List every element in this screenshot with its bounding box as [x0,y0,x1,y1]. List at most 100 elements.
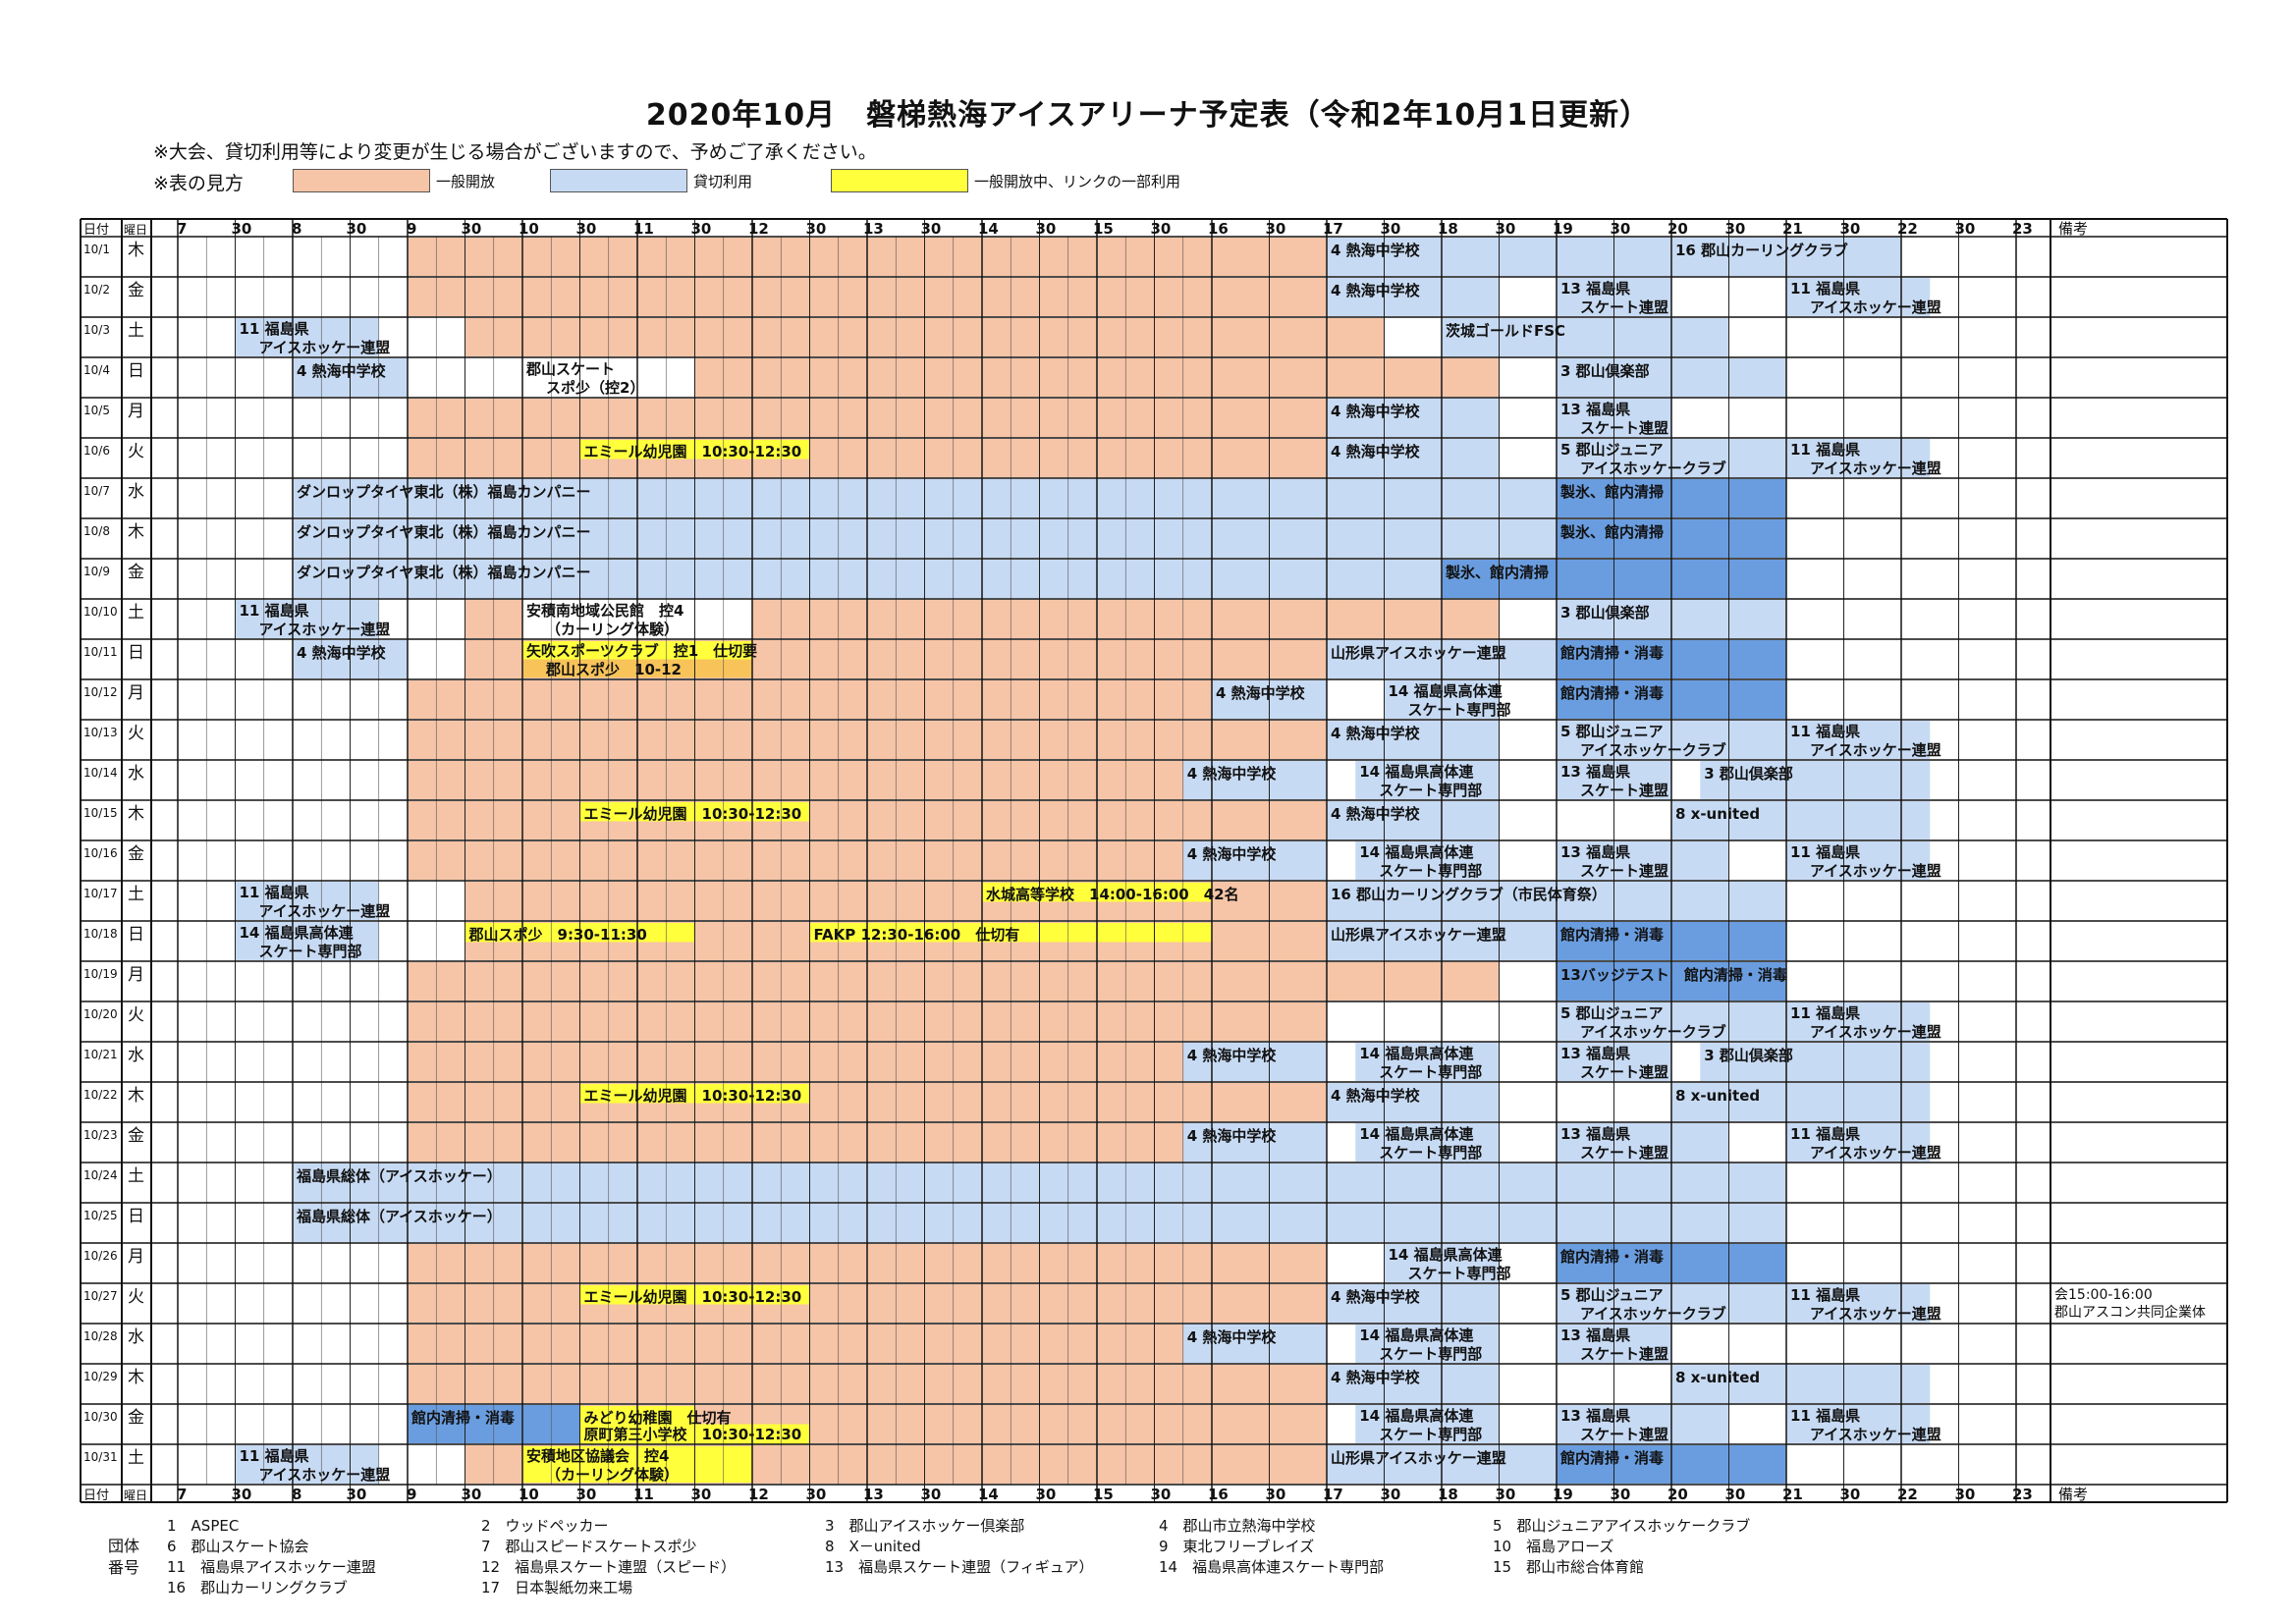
hour-label: 21 [1782,1486,1803,1503]
date-cell: 10/30 [83,1410,118,1424]
slot-label: 4 熱海中学校 [1331,403,1421,420]
slot-block [1700,1043,1931,1081]
hour-label: 30 [1496,220,1516,238]
dow-cell: 金 [128,281,144,300]
hour-label: 22 [1897,220,1918,238]
slot-block [235,922,379,960]
slot-block [1786,439,1931,477]
slot-block [1355,841,1500,880]
slot-label: スケート連盟 [1580,782,1668,799]
slot-label: 製氷、館内清掃 [1559,523,1664,541]
slot-label: スケート専門部 [1379,782,1482,799]
legend-text-public: 一般開放 [436,173,496,190]
slot-label: エミール幼児園 10:30-12:30 [584,443,802,460]
slot-block [1671,1365,1931,1403]
hour-label: 16 [1208,1486,1229,1503]
dow-cell: 土 [128,1448,144,1468]
slot-label: 館内清掃・消毒 [1559,644,1664,662]
slot-label: スケート専門部 [1379,1426,1482,1443]
hour-label: 30 [462,220,482,238]
dow-cell: 火 [128,442,144,461]
slot-block [1671,801,1931,839]
slot-label: スケート連盟 [1580,1345,1668,1363]
dow-cell: 日 [128,925,144,945]
dow-cell: 木 [128,241,144,260]
slot-label: 13 福島県 [1560,1125,1630,1143]
slot-block [1786,721,1931,759]
dow-cell: 月 [128,402,144,421]
slot-label: エミール幼児園 10:30-12:30 [584,805,802,823]
slot-label: エミール幼児園 10:30-12:30 [584,1288,802,1306]
hour-label: 30 [1381,1486,1401,1503]
slot-block [1557,1405,1729,1443]
slot-label: 安積南地域公民館 控4 [526,602,683,620]
slot-label: スケート連盟 [1580,298,1668,316]
group-item: 12 福島県スケート連盟（スピード） [481,1558,737,1576]
dow-cell: 月 [128,1247,144,1267]
slot-block [1182,761,1327,799]
slot-block [1182,841,1327,880]
slot-label: 13 福島県 [1560,843,1630,861]
slot-label: 11 福島県 [240,1447,309,1465]
slot-label: 13 福島県 [1560,1045,1630,1062]
hour-label: 30 [1266,220,1286,238]
date-cell: 10/8 [83,524,110,538]
slot-label: 14 福島県高体連 [1359,1045,1474,1062]
date-cell: 10/17 [83,887,118,900]
slot-label: 11 福島県 [240,884,309,901]
date-header: 日付 [83,1488,109,1503]
hour-label: 10 [519,1486,539,1503]
slot-block [1327,801,1500,839]
slot-label: アイスホッケー連盟 [259,339,391,356]
slot-block [408,1043,1183,1081]
dow-cell: 水 [128,1046,144,1065]
date-cell: 10/2 [83,283,110,297]
group-item: 14 福島県高体連スケート専門部 [1159,1558,1385,1576]
slot-block [1786,1405,1931,1443]
slot-label: 14 福島県高体連 [1359,843,1474,861]
hour-label: 30 [1840,1486,1861,1503]
slot-label: 4 熱海中学校 [1187,765,1278,783]
slot-layer [235,238,1931,1484]
hour-label: 19 [1553,220,1573,238]
hour-label: 17 [1323,220,1343,238]
slot-label: 館内清掃・消毒 [1559,1248,1664,1266]
slot-label: スケート連盟 [1580,1426,1668,1443]
hour-label: 15 [1093,1486,1114,1503]
date-cell: 10/18 [83,927,118,941]
hour-label: 30 [347,220,367,238]
hour-label: 23 [2012,220,2033,238]
date-cell: 10/12 [83,685,118,699]
slot-label: 11 福島県 [1790,843,1860,861]
slot-label: アイスホッケー連盟 [1810,1144,1941,1162]
slot-label: スケート連盟 [1580,1063,1668,1081]
slot-label: 郡山スケート [525,360,615,378]
slot-block [235,318,379,356]
slot-label: 11 福島県 [1790,723,1860,740]
slot-label: スケート連盟 [1580,862,1668,880]
slot-label: 4 熱海中学校 [297,644,387,662]
date-cell: 10/10 [83,605,118,619]
dow-cell: 土 [128,1166,144,1186]
slot-label: 8 x-united [1675,1087,1760,1105]
slot-label: 14 福島県高体連 [1359,1326,1474,1344]
slot-label: 4 熱海中学校 [1331,282,1421,299]
slot-label: （カーリング体験） [546,621,679,638]
legend-swatch-public [293,169,430,192]
dow-cell: 土 [128,321,144,341]
hour-label: 30 [576,1486,597,1503]
slot-label: ダンロップタイヤ東北（株）福島カンパニー [297,564,591,581]
slot-block [1557,1123,1729,1162]
date-cell: 10/1 [83,243,110,256]
slot-label: みどり幼稚園 仕切有 [584,1409,732,1427]
slot-label: ダンロップタイヤ東北（株）福島カンパニー [297,523,591,541]
slot-label: 館内清掃・消毒 [410,1409,515,1427]
hour-label: 9 [407,220,416,238]
hour-label: 11 [633,1486,654,1503]
dow-cell: 月 [128,965,144,985]
slot-label: アイスホッケー連盟 [1810,1426,1941,1443]
slot-label: 4 熱海中学校 [1331,1288,1421,1306]
legend-text-partial: 一般開放中、リンクの一部利用 [974,173,1181,190]
slot-block [408,1123,1183,1162]
slot-label: 矢吹スポーツクラブ 控1 仕切要 [526,642,757,660]
